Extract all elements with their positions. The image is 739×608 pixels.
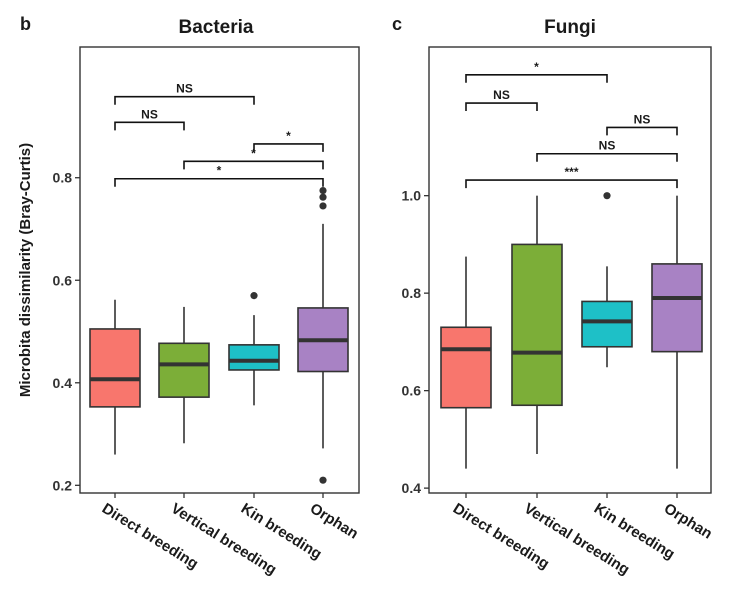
c-box-iqr	[581, 300, 633, 348]
b-comparison-1: NS	[114, 107, 185, 131]
b-box-iqr	[228, 344, 280, 371]
b-significance-label: *	[251, 146, 256, 160]
b-significance-label: NS	[141, 107, 158, 121]
b-panel-letter: b	[20, 14, 31, 34]
c-box-2	[581, 192, 633, 368]
b-box-0	[89, 299, 141, 455]
c-box-0	[440, 256, 492, 469]
c-comparison-1: NS	[465, 88, 538, 112]
b-panel-title: Bacteria	[179, 17, 254, 38]
b-significance-bracket	[114, 177, 324, 187]
b-significance-label: NS	[176, 82, 193, 96]
c-panel-frame	[428, 46, 712, 494]
c-significance-bracket	[465, 179, 678, 189]
b-significance-label: *	[286, 129, 291, 143]
c-panel-letter: c	[392, 14, 402, 34]
b-y-tick-label: 0.4	[53, 375, 73, 391]
b-outlier-point	[319, 202, 327, 210]
c-y-tick-label: 0.4	[402, 480, 422, 496]
c-significance-label: NS	[493, 88, 510, 102]
c-y-tick-label: 0.8	[402, 285, 422, 301]
c-comparison-3: NS	[536, 139, 678, 162]
b-y-tick-label: 0.2	[53, 477, 73, 493]
c-significance-bracket	[465, 73, 608, 83]
c-box-3	[651, 195, 703, 469]
b-outlier-point	[319, 186, 327, 195]
c-x-tick-label: Orphan	[661, 500, 715, 543]
b-box-1	[158, 306, 210, 444]
b-significance-bracket	[114, 95, 255, 105]
b-outlier-point	[250, 292, 258, 300]
b-comparison-2: *	[253, 129, 324, 152]
b-box-3	[297, 186, 349, 484]
c-comparison-2: NS	[606, 112, 678, 136]
b-x-tick-label: Orphan	[307, 500, 361, 543]
c-box-iqr	[511, 243, 563, 407]
b-comparison-0: NS	[114, 82, 255, 105]
c-significance-label: NS	[634, 112, 651, 126]
b-significance-label: *	[217, 164, 222, 178]
b-outlier-point	[319, 476, 327, 484]
c-significance-label: ***	[564, 165, 578, 179]
panel-b: b Bacteria Microbita dissimilarity (Bray-C…	[17, 14, 361, 578]
c-significance-bracket	[465, 102, 538, 112]
c-significance-bracket	[606, 126, 678, 136]
b-significance-bracket	[114, 121, 185, 131]
c-y-tick-label: 0.6	[402, 383, 422, 399]
c-significance-label: *	[534, 60, 539, 74]
c-y-tick-label: 1.0	[402, 188, 422, 204]
b-box-iqr	[89, 328, 141, 408]
b-significance-bracket	[253, 143, 324, 152]
b-box-2	[228, 292, 280, 406]
c-box-iqr	[651, 263, 703, 353]
b-y-axis-label: Microbita dissimilarity (Bray-Curtis)	[17, 143, 34, 397]
c-comparison-0: *	[465, 60, 608, 83]
b-comparison-3: *	[183, 146, 324, 170]
c-box-1	[511, 195, 563, 455]
b-y-tick-label: 0.8	[53, 170, 73, 186]
c-panel-title: Fungi	[544, 17, 596, 38]
c-significance-bracket	[536, 152, 678, 162]
b-comparison-4: *	[114, 164, 324, 187]
b-outlier-point	[319, 193, 327, 201]
c-significance-label: NS	[599, 139, 616, 153]
b-box-iqr	[158, 342, 210, 398]
b-significance-bracket	[183, 160, 324, 170]
c-comparison-4: ***	[465, 165, 678, 189]
c-box-iqr	[440, 326, 492, 409]
b-panel-frame	[79, 46, 360, 494]
b-y-tick-label: 0.6	[53, 272, 73, 288]
c-outlier-point	[603, 192, 611, 200]
